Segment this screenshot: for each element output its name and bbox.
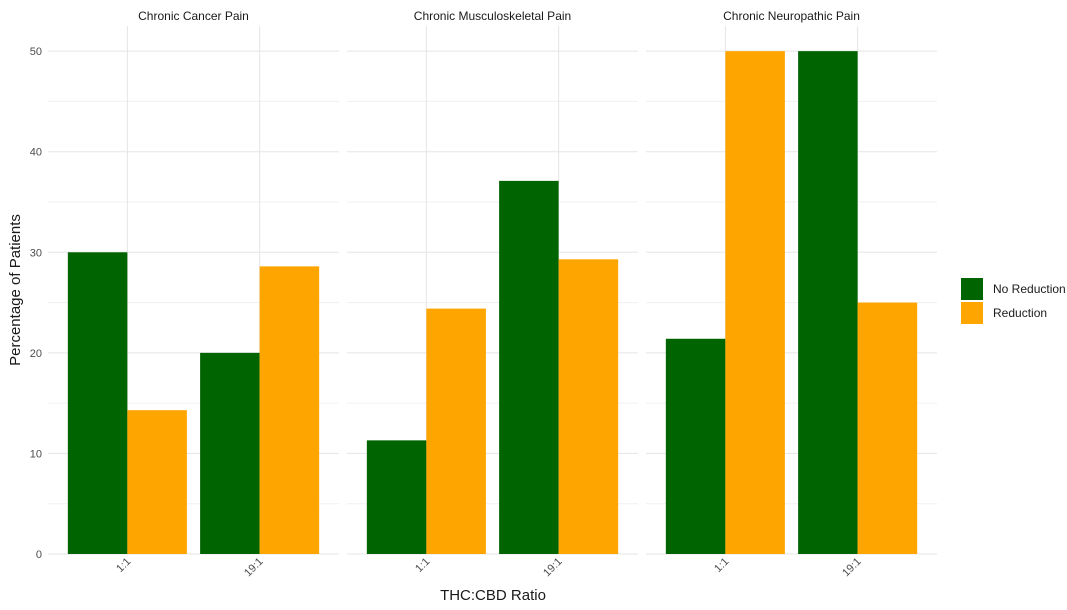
legend-label-no-reduction: No Reduction bbox=[993, 282, 1066, 296]
x-tick-label: 1:1 bbox=[413, 556, 432, 575]
x-tick-label: 19:1 bbox=[541, 556, 565, 580]
bar-no-reduction bbox=[798, 51, 858, 555]
legend-swatch-no-reduction bbox=[961, 278, 983, 300]
legend-label-reduction: Reduction bbox=[993, 306, 1047, 320]
x-tick-label: 1:1 bbox=[114, 556, 133, 575]
bar-no-reduction bbox=[665, 338, 726, 554]
y-tick-label: 40 bbox=[30, 147, 42, 159]
y-tick-label: 50 bbox=[30, 46, 42, 58]
legend-swatch-reduction bbox=[961, 302, 983, 324]
panel-title: Chronic Neuropathic Pain bbox=[723, 9, 860, 23]
bar-no-reduction bbox=[67, 252, 128, 555]
bar-reduction bbox=[426, 308, 486, 554]
y-axis-title: Percentage of Patients bbox=[7, 214, 24, 366]
y-tick-label: 20 bbox=[30, 348, 42, 360]
x-axis-title: THC:CBD Ratio bbox=[440, 587, 546, 604]
y-tick-label: 10 bbox=[30, 448, 42, 460]
bar-no-reduction bbox=[366, 440, 427, 554]
panel-title: Chronic Cancer Pain bbox=[138, 9, 249, 23]
panel-title: Chronic Musculoskeletal Pain bbox=[414, 9, 571, 23]
bar-reduction bbox=[259, 266, 320, 554]
y-tick-label: 0 bbox=[36, 549, 42, 561]
bar-no-reduction bbox=[200, 352, 260, 554]
bar-reduction bbox=[558, 259, 619, 554]
bar-no-reduction bbox=[499, 180, 559, 554]
x-tick-label: 19:1 bbox=[242, 556, 266, 580]
bar-reduction bbox=[725, 51, 785, 555]
bar-reduction bbox=[127, 410, 187, 554]
x-tick-label: 1:1 bbox=[712, 556, 731, 575]
y-tick-label: 30 bbox=[30, 247, 42, 259]
x-tick-label: 19:1 bbox=[840, 556, 864, 580]
bar-reduction bbox=[857, 302, 918, 554]
